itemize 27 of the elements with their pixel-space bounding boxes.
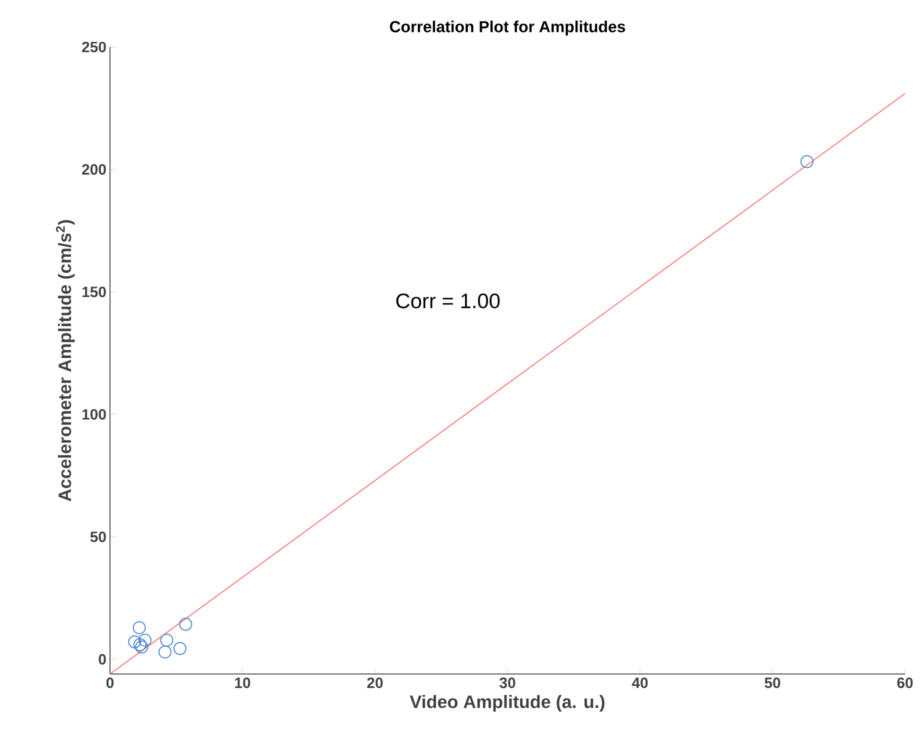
y-tick-label: 150: [82, 286, 106, 298]
x-tick-label: 20: [367, 678, 383, 688]
point: [132, 621, 146, 634]
point: [133, 638, 146, 652]
x-axis-title: Video Amplitude (a. u.): [410, 694, 604, 712]
x-tick-label: 40: [632, 678, 648, 688]
x-tick-label: 30: [500, 678, 516, 688]
point: [800, 155, 814, 168]
point: [173, 642, 186, 656]
y-tick-label: 0: [98, 654, 106, 665]
x-tick-label: 50: [764, 678, 780, 688]
point: [179, 618, 192, 631]
annotation: Corr = 1.00: [396, 294, 500, 308]
y-axis-title: Accelerometer Amplitude (cm/s$^{2}$): [56, 220, 75, 502]
point: [135, 640, 148, 654]
x-tick-label: 60: [897, 678, 913, 688]
point: [138, 634, 152, 647]
y-tick-label: 100: [82, 409, 106, 420]
y-tick-label: 50: [90, 532, 106, 542]
point: [128, 635, 142, 648]
y-tick-label: 250: [82, 42, 106, 52]
point: [158, 645, 172, 658]
chart-title: Correlation Plot for Amplitudes: [390, 20, 626, 36]
x-tick-label: 0: [106, 678, 114, 688]
x-tick-label: 10: [235, 678, 250, 688]
point: [160, 634, 174, 647]
y-tick-label: 200: [82, 164, 106, 175]
